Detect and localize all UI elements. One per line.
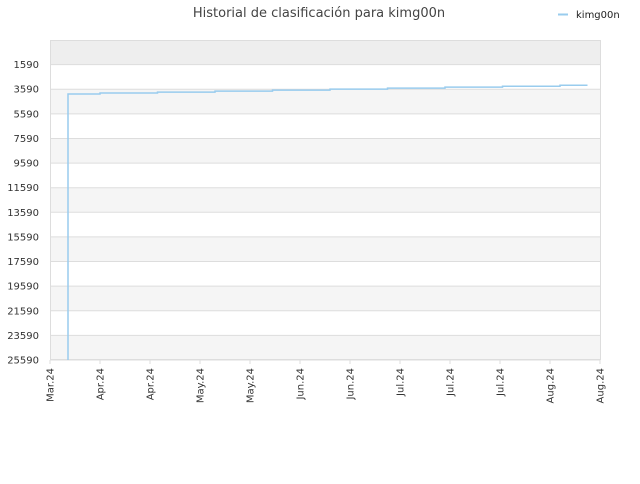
band [50, 187, 600, 213]
x-tick-label: Jul.24 [446, 368, 457, 397]
x-tick-label: Jul.24 [396, 368, 407, 397]
x-tick-label: Aug.24 [546, 368, 557, 403]
y-tick-label: 11590 [7, 183, 39, 194]
band [50, 335, 600, 360]
legend: kimg00n [558, 10, 620, 21]
chart-title: Historial de clasificación para kimg00n [193, 6, 445, 21]
x-tick-label: Jun.24 [346, 368, 357, 401]
legend-label-kimg00n: kimg00n [576, 10, 620, 21]
y-axis-tick-labels: 1590 3590 5590 7590 9590 11590 13590 15590 17590… [7, 60, 39, 366]
band [50, 138, 600, 164]
band [50, 236, 600, 262]
y-tick-label: 15590 [7, 232, 39, 243]
y-tick-label: 25590 [7, 356, 39, 367]
band [50, 212, 600, 237]
x-tick-label: May.24 [196, 368, 207, 403]
y-tick-label: 3590 [14, 85, 39, 96]
y-tick-label: 21590 [7, 306, 39, 317]
x-axis-tick-labels: Mar.24 Apr.24 Apr.24 May.24 May.24 Jun.24 Jun.… [46, 360, 607, 403]
y-tick-label: 17590 [7, 257, 39, 268]
series-line-kimg00n [67, 84, 588, 360]
band [50, 261, 600, 287]
x-tick-label: Jun.24 [296, 368, 307, 401]
y-tick-label: 19590 [7, 282, 39, 293]
y-tick-label: 13590 [7, 208, 39, 219]
band [50, 64, 600, 90]
y-tick-label: 1590 [14, 60, 39, 71]
x-tick-label: Jul.24 [496, 368, 507, 397]
band [50, 286, 600, 311]
plot-frame [50, 40, 601, 360]
y-tick-label: 23590 [7, 331, 39, 342]
band [50, 40, 600, 65]
y-tick-label: 5590 [14, 109, 39, 120]
x-tick-label: Aug.24 [596, 368, 607, 403]
x-tick-label: Apr.24 [96, 368, 107, 400]
y-tick-label: 7590 [14, 134, 39, 145]
x-tick-label: Mar.24 [46, 368, 57, 402]
band [50, 113, 600, 139]
band [50, 310, 600, 336]
band [50, 163, 600, 188]
plot-background-bands [50, 40, 600, 361]
x-tick-label: Apr.24 [146, 368, 157, 400]
x-tick-label: May.24 [246, 368, 257, 403]
y-tick-label: 9590 [14, 159, 39, 170]
